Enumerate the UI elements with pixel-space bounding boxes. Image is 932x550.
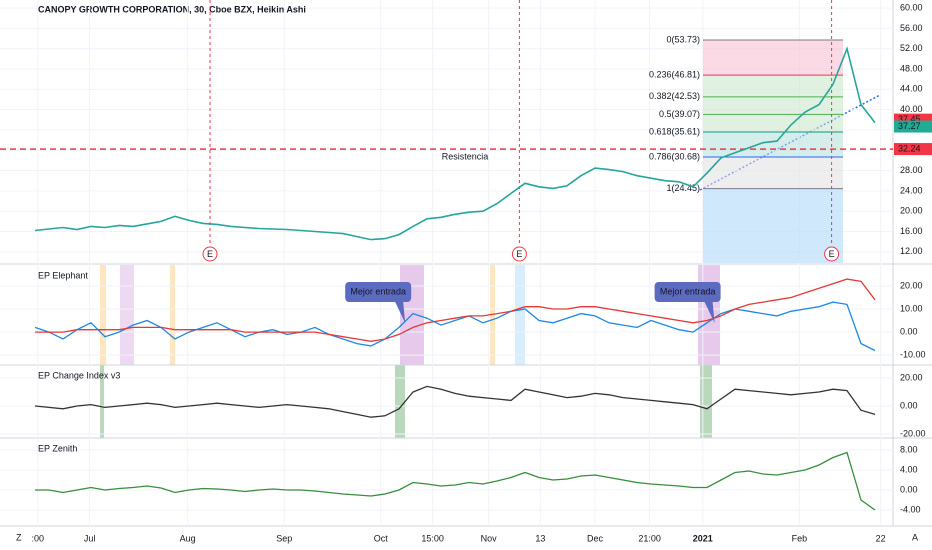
fib-zone: [703, 39, 843, 76]
x-tick-label: Dec: [587, 533, 604, 543]
price-label: 37.27: [898, 121, 921, 131]
band: [120, 265, 134, 365]
fib-label: 0.382(42.53): [649, 91, 700, 101]
y-tick-label: 4.00: [900, 464, 918, 474]
earnings-marker: [511, 246, 527, 262]
fib-label: 0.236(46.81): [649, 69, 700, 79]
pane-title: EP Change Index v3: [38, 370, 120, 380]
y-tick-label: 20.00: [900, 280, 923, 290]
band: [170, 265, 175, 365]
y-tick-label: -10.00: [900, 349, 926, 359]
pane-title: CANOPY GROWTH CORPORATION, 30, Cboe BZX,…: [38, 4, 306, 14]
band: [490, 265, 495, 365]
series-line: [35, 451, 876, 511]
y-tick-label: 0.00: [900, 326, 918, 336]
y-tick-label: 24.00: [900, 185, 923, 195]
y-tick-label: 8.00: [900, 444, 918, 454]
x-tick-label: Feb: [792, 533, 808, 543]
y-tick-label: 28.00: [900, 165, 923, 175]
x-tick-label: 22: [876, 533, 886, 543]
earnings-label: E: [207, 249, 213, 259]
annotation-box: [654, 282, 721, 302]
price-label-box: [894, 120, 932, 133]
fib-zone: [703, 75, 843, 97]
x-tick-label: 21:00: [638, 533, 661, 543]
annotation-pointer: [704, 302, 715, 323]
y-tick-label: 0.00: [900, 400, 918, 410]
fib-label: 0(53.73): [666, 34, 700, 44]
y-tick-label: 0.00: [900, 484, 918, 494]
band: [395, 365, 405, 438]
x-tick-label: 2021: [693, 533, 713, 543]
x-tick-label: Sep: [276, 533, 292, 543]
band: [700, 365, 712, 438]
annotation-label: Mejor entrada: [660, 286, 716, 296]
y-tick-label: 56.00: [900, 23, 923, 33]
y-tick-label: 16.00: [900, 226, 923, 236]
series-line: [35, 278, 876, 342]
band: [100, 365, 104, 438]
x-tick-label: 13: [535, 533, 545, 543]
earnings-marker: [824, 246, 840, 262]
y-tick-label: -20.00: [900, 428, 926, 438]
resistance-label: Resistencia: [442, 151, 489, 161]
band: [515, 265, 525, 365]
fib-label: 0.618(35.61): [649, 126, 700, 136]
annotation-pointer: [395, 302, 406, 323]
corner-label: A: [912, 532, 918, 542]
annotation-label: Mejor entrada: [350, 286, 406, 296]
fib-label: 1(24.45): [666, 183, 700, 193]
target-zone: [703, 188, 843, 263]
earnings-marker: [202, 246, 218, 262]
fib-label: 0.786(30.68): [649, 151, 700, 161]
pane-title: EP Zenith: [38, 443, 77, 453]
x-tick-label: Aug: [180, 533, 196, 543]
fib-zone: [703, 156, 843, 189]
band: [698, 265, 720, 365]
corner-label: Z: [16, 532, 22, 542]
x-tick-label: Jul: [84, 533, 96, 543]
fib-zone: [703, 131, 843, 157]
y-tick-label: -4.00: [900, 504, 921, 514]
y-tick-label: 52.00: [900, 43, 923, 53]
y-tick-label: 10.00: [900, 303, 923, 313]
fib-zone: [703, 114, 843, 132]
price-label: 37.45: [898, 114, 921, 124]
y-tick-label: 44.00: [900, 84, 923, 94]
earnings-label: E: [516, 249, 522, 259]
earnings-label: E: [829, 249, 835, 259]
y-tick-label: 12.00: [900, 246, 923, 256]
price-label-box: [894, 143, 932, 156]
annotation-box: [345, 282, 412, 302]
band: [100, 265, 106, 365]
y-tick-label: 60.00: [900, 2, 923, 12]
fib-label: 0.5(39.07): [659, 109, 700, 119]
series-line: [34, 46, 876, 241]
x-tick-label: Nov: [481, 533, 498, 543]
y-tick-label: 48.00: [900, 63, 923, 73]
series-line: [34, 385, 876, 418]
price-label: 32.24: [898, 143, 921, 153]
y-tick-label: 40.00: [900, 104, 923, 114]
y-tick-label: 20.00: [900, 206, 923, 216]
x-tick-label: 15:00: [421, 533, 444, 543]
x-tick-label: Oct: [374, 533, 389, 543]
pane-title: EP Elephant: [38, 270, 88, 280]
x-tick-label: :00: [32, 533, 45, 543]
y-tick-label: 20.00: [900, 372, 923, 382]
